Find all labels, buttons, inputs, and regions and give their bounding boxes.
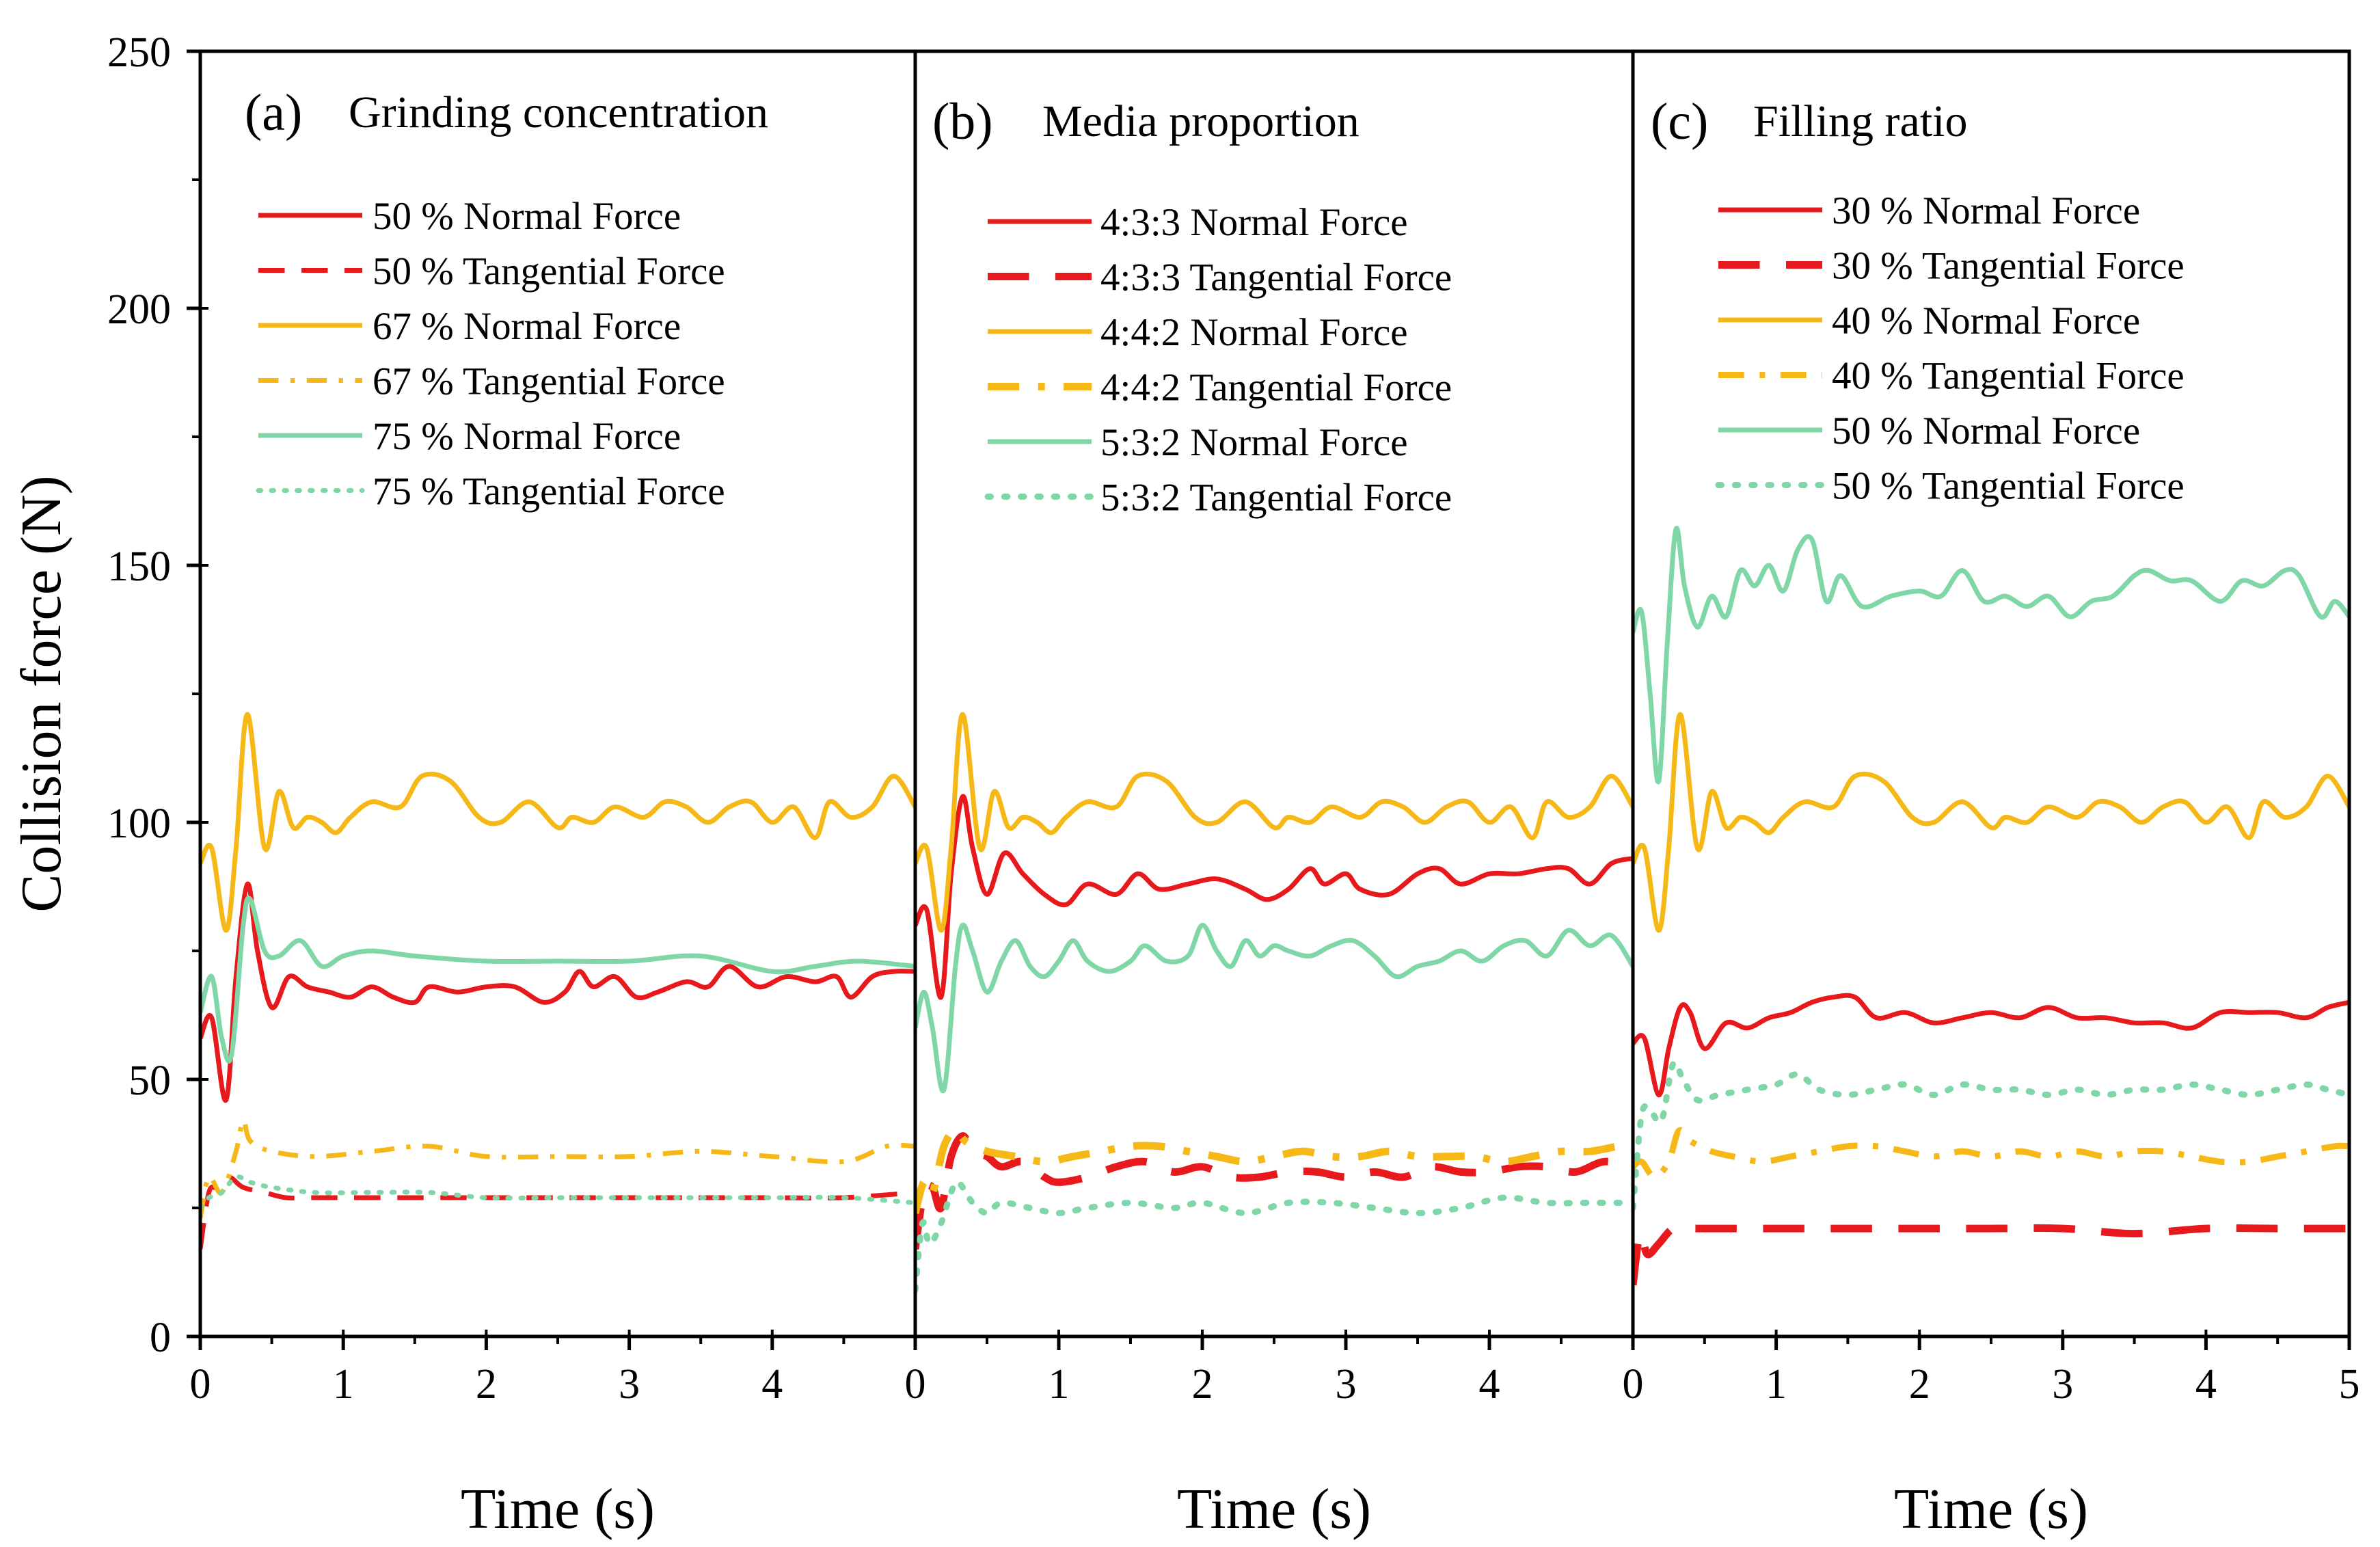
y-tick-label: 150	[107, 543, 171, 590]
legend-entry: 50 % Normal Force	[1832, 409, 2140, 453]
legend-entry: 50 % Tangential Force	[373, 250, 725, 293]
series-line-3-5	[1633, 526, 2349, 785]
y-tick-label: 0	[150, 1315, 171, 1361]
series-layer	[200, 526, 2349, 1293]
series-line-1-5	[200, 896, 915, 1064]
legend-entry: 75 % Normal Force	[373, 415, 681, 458]
x-tick-label: 1	[1049, 1361, 1070, 1408]
series-line-2-5	[915, 922, 1633, 1094]
legend-entry: 50 % Normal Force	[373, 195, 681, 238]
x-tick-label: 1	[1766, 1361, 1787, 1408]
series-line-3-1	[1633, 993, 2349, 1098]
series-line-2-6	[915, 1179, 1633, 1293]
panel-label: (c)	[1651, 93, 1708, 150]
legend-entry: 4:4:2 Tangential Force	[1100, 366, 1452, 409]
series-line-2-1	[915, 794, 1633, 1000]
series-line-1-1	[200, 881, 915, 1103]
panel-3-series-group	[1633, 526, 2349, 1286]
panel-title: Grinding concentration	[349, 88, 768, 137]
legend-entry: 50 % Tangential Force	[1832, 465, 2185, 508]
x-tick-label: 2	[1909, 1361, 1930, 1408]
y-tick-label: 50	[129, 1058, 171, 1104]
x-tick-label: 1	[333, 1361, 354, 1408]
x-axis-label: Time (s)	[1177, 1477, 1371, 1541]
x-axis-label: Time (s)	[461, 1477, 655, 1541]
panel-title: Media proportion	[1042, 96, 1360, 146]
legend-entry: 30 % Normal Force	[1832, 189, 2140, 232]
legend-entry: 30 % Tangential Force	[1832, 245, 2185, 288]
x-tick-label: 5	[2339, 1361, 2360, 1408]
panel-1-series-group	[200, 712, 915, 1250]
legend-entry: 5:3:2 Tangential Force	[1100, 476, 1452, 520]
x-tick-label: 0	[905, 1361, 926, 1408]
series-line-2-4	[915, 1127, 1633, 1214]
y-axis-label: Collision force (N)	[10, 475, 73, 912]
legend-entry: 40 % Normal Force	[1832, 299, 2140, 342]
x-tick-label: 3	[2052, 1361, 2073, 1408]
series-line-3-6	[1633, 1059, 2349, 1211]
legend-entry: 75 % Tangential Force	[373, 470, 725, 513]
panel-label: (a)	[245, 84, 302, 142]
x-tick-label: 0	[1623, 1361, 1644, 1408]
panel-label: (b)	[932, 93, 993, 150]
series-line-3-4	[1633, 1127, 2349, 1181]
x-tick-label: 3	[1336, 1361, 1357, 1408]
series-line-2-2	[915, 1132, 1633, 1250]
legend-entry: 40 % Tangential Force	[1832, 355, 2185, 398]
x-tick-label: 4	[761, 1361, 783, 1408]
panel-2-frame	[913, 49, 1635, 1339]
series-line-3-2	[1633, 1223, 2349, 1286]
legend-entry: 67 % Tangential Force	[373, 360, 725, 403]
legend-entry: 4:4:2 Normal Force	[1100, 311, 1408, 354]
x-axis-label: Time (s)	[1894, 1477, 2088, 1541]
legend-entry: 4:3:3 Tangential Force	[1100, 256, 1452, 299]
series-line-3-3	[1633, 712, 2349, 933]
x-tick-label: 0	[190, 1361, 211, 1408]
series-line-1-2	[200, 1174, 915, 1250]
series-line-1-3	[200, 712, 915, 933]
legend-entry: 4:3:3 Normal Force	[1100, 201, 1408, 244]
y-tick-label: 100	[107, 801, 171, 847]
series-line-2-3	[915, 712, 1633, 933]
series-line-1-4	[200, 1118, 915, 1219]
x-tick-label: 2	[1192, 1361, 1213, 1408]
y-tick-label: 250	[107, 29, 171, 76]
series-line-1-6	[200, 1174, 915, 1211]
y-tick-label: 200	[107, 286, 171, 333]
panel-2-series-group	[915, 712, 1633, 1293]
axes-layer	[187, 49, 2351, 1350]
x-tick-label: 4	[1479, 1361, 1500, 1408]
x-tick-label: 3	[619, 1361, 640, 1408]
x-tick-label: 4	[2195, 1361, 2217, 1408]
legend-entry: 5:3:2 Normal Force	[1100, 421, 1408, 464]
x-tick-label: 2	[476, 1361, 497, 1408]
legend-entry: 67 % Normal Force	[373, 305, 681, 348]
panel-title: Filling ratio	[1753, 96, 1968, 146]
panel-1-frame	[198, 49, 917, 1339]
